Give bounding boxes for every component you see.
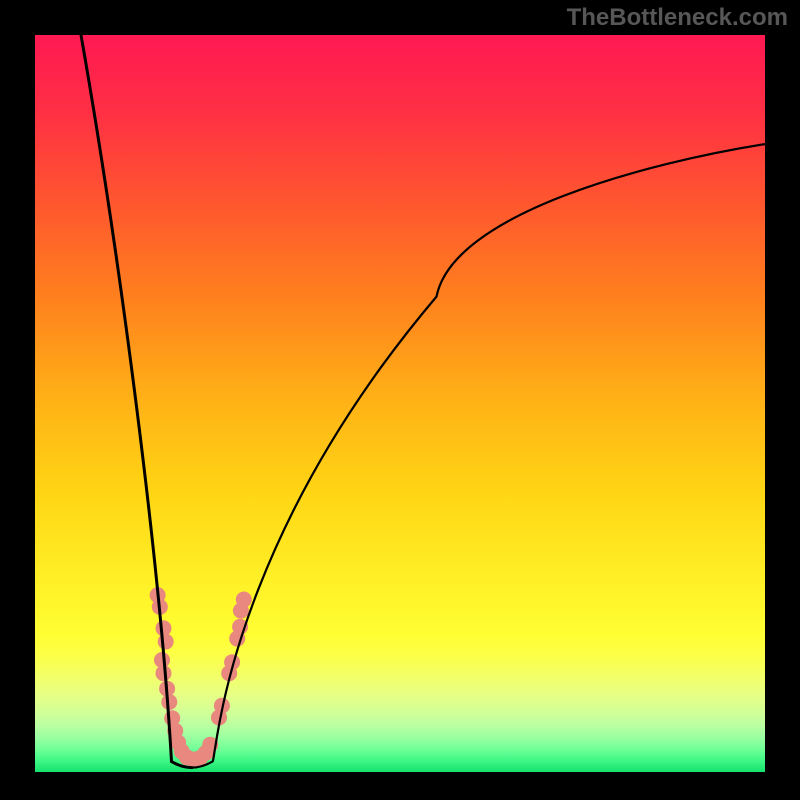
curve-right <box>192 144 765 768</box>
chart-svg <box>35 35 765 772</box>
marker-dot <box>236 592 252 608</box>
curve-left <box>81 35 192 768</box>
marker-dot <box>158 634 174 650</box>
marker-dot <box>156 620 172 636</box>
watermark-text: TheBottleneck.com <box>567 4 788 32</box>
stage: TheBottleneck.com <box>0 0 800 800</box>
plot-area <box>35 35 765 772</box>
